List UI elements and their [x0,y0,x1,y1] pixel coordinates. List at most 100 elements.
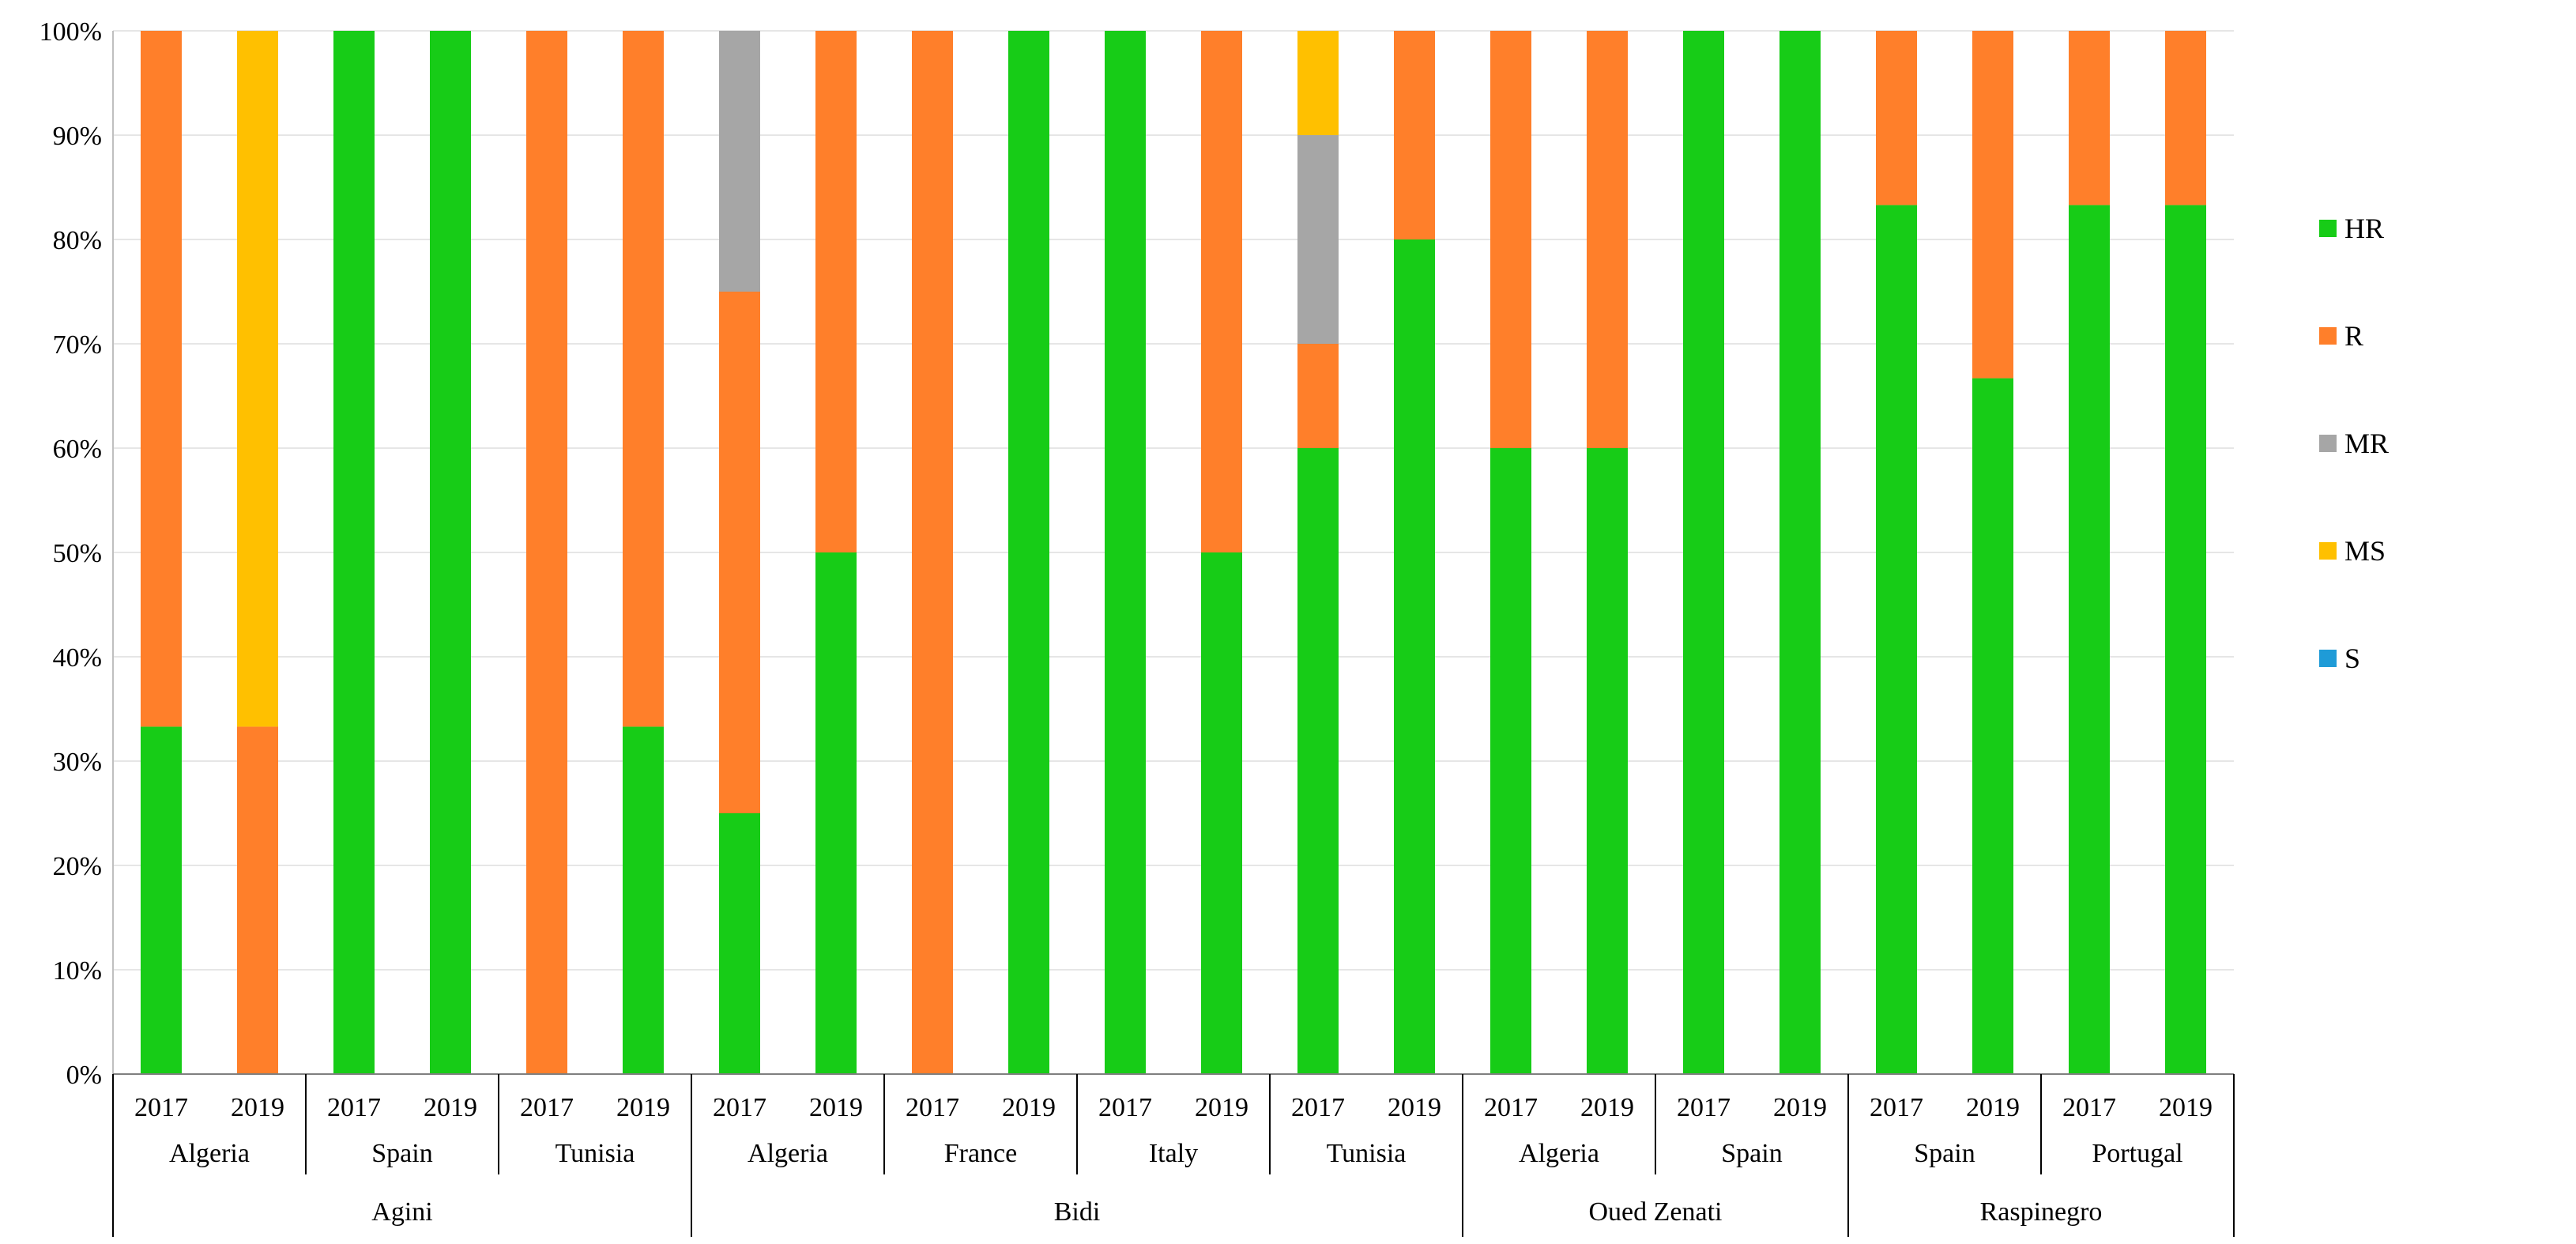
legend-swatch-hr [2319,220,2337,237]
x-tick-label-year: 2019 [1195,1093,1248,1122]
x-tick-label-year: 2019 [1388,1093,1441,1122]
bar-segment-hr [1394,239,1435,1074]
x-tick-label-year: 2019 [1580,1093,1634,1122]
x-tick-label-year: 2019 [1002,1093,1056,1122]
legend-label-s: S [2344,643,2360,674]
bar-segment-hr [1683,31,1724,1074]
bar-segment-r [719,292,760,813]
x-tick-label-year: 2017 [713,1093,766,1122]
x-country-label: Tunisia [555,1139,635,1168]
y-tick-label: 90% [53,122,102,151]
x-country-label: France [944,1139,1018,1168]
bar-segment-hr [141,726,182,1074]
x-tick-label-year: 2017 [1484,1093,1538,1122]
bar-segment-r [1876,31,1917,205]
x-tick-label-year: 2017 [1098,1093,1152,1122]
bar-segment-r [2069,31,2110,205]
x-country-label: Spain [371,1139,432,1168]
bar-segment-r [1201,31,1242,552]
x-tick-label-year: 2019 [424,1093,477,1122]
x-tick-label-year: 2017 [327,1093,381,1122]
bar-segment-ms [1297,31,1339,135]
x-tick-label-year: 2019 [231,1093,284,1122]
y-tick-label: 10% [53,956,102,986]
x-tick-label-year: 2017 [906,1093,959,1122]
bars [141,31,2206,1075]
bar-segment-hr [2069,205,2110,1075]
x-country-label: Algeria [169,1139,250,1168]
x-tick-label-year: 2017 [1677,1093,1731,1122]
bar-segment-r [141,31,182,727]
y-tick-label: 80% [53,226,102,255]
bar-segment-mr [719,31,760,292]
bar-segment-hr [623,726,664,1074]
x-tick-label-year: 2019 [2159,1093,2213,1122]
bar-segment-hr [1201,552,1242,1074]
x-country-label: Italy [1149,1139,1198,1168]
bar-segment-hr [2165,205,2206,1075]
x-country-label: Spain [1914,1139,1975,1168]
y-tick-label: 60% [53,435,102,464]
legend: HR R MR MS S [2319,213,2389,674]
y-tick-label: 0% [66,1061,102,1090]
bar-segment-hr [430,31,471,1074]
x-country-label: Tunisia [1327,1139,1407,1168]
legend-label-hr: HR [2344,213,2384,244]
y-tick-label: 40% [53,643,102,673]
bar-segment-r [623,31,664,727]
x-group-label: Raspinegro [1980,1197,2103,1227]
bar-segment-hr [1008,31,1049,1074]
bar-segment-ms [237,31,278,727]
bar-segment-hr [1490,448,1531,1074]
x-country-label: Algeria [748,1139,828,1168]
bar-segment-r [815,31,857,552]
bar-segment-hr [1587,448,1628,1074]
bar-segment-r [2165,31,2206,205]
y-tick-label: 70% [53,330,102,360]
x-group-label: Oued Zenati [1589,1197,1723,1227]
bar-segment-r [1972,31,2013,379]
legend-swatch-mr [2319,435,2337,452]
legend-swatch-s [2319,650,2337,667]
x-tick-label-year: 2017 [1291,1093,1345,1122]
bar-segment-r [1587,31,1628,448]
bar-segment-hr [1105,31,1146,1074]
axes: 0% 10% 20% 30% 40% 50% 60% 70% 80% 90% 100% 2017 201… [40,17,2235,1237]
y-tick-label: 100% [40,17,102,47]
bar-segment-hr [1876,205,1917,1075]
bar-segment-r [912,31,953,1074]
y-tick-label: 50% [53,539,102,568]
x-tick-label-year: 2017 [2062,1093,2116,1122]
bar-segment-r [526,31,567,1074]
x-country-label: Portugal [2092,1139,2182,1168]
x-country-label: Spain [1721,1139,1782,1168]
legend-swatch-ms [2319,542,2337,560]
x-group-label: Bidi [1054,1197,1101,1227]
x-tick-label-year: 2017 [1870,1093,1923,1122]
x-group-label: Agini [371,1197,432,1227]
bar-segment-mr [1297,135,1339,344]
bar-segment-hr [719,813,760,1074]
y-tick-label: 30% [53,748,102,777]
legend-label-mr: MR [2344,428,2389,459]
bar-segment-hr [1779,31,1821,1074]
x-tick-label-year: 2019 [616,1093,670,1122]
legend-label-r: R [2344,320,2363,352]
bar-segment-hr [333,31,375,1074]
x-tick-label-year: 2019 [809,1093,863,1122]
bar-segment-hr [1972,378,2013,1074]
bar-segment-r [1490,31,1531,448]
bar-segment-hr [1297,448,1339,1074]
x-tick-label-year: 2019 [1966,1093,2020,1122]
bar-segment-r [1297,344,1339,448]
x-tick-label-year: 2017 [520,1093,574,1122]
x-tick-label-year: 2019 [1773,1093,1827,1122]
legend-swatch-r [2319,327,2337,345]
y-tick-label: 20% [53,852,102,881]
bar-segment-hr [815,552,857,1074]
legend-label-ms: MS [2344,535,2386,567]
x-tick-label-year: 2017 [134,1093,188,1122]
bar-segment-r [237,726,278,1074]
